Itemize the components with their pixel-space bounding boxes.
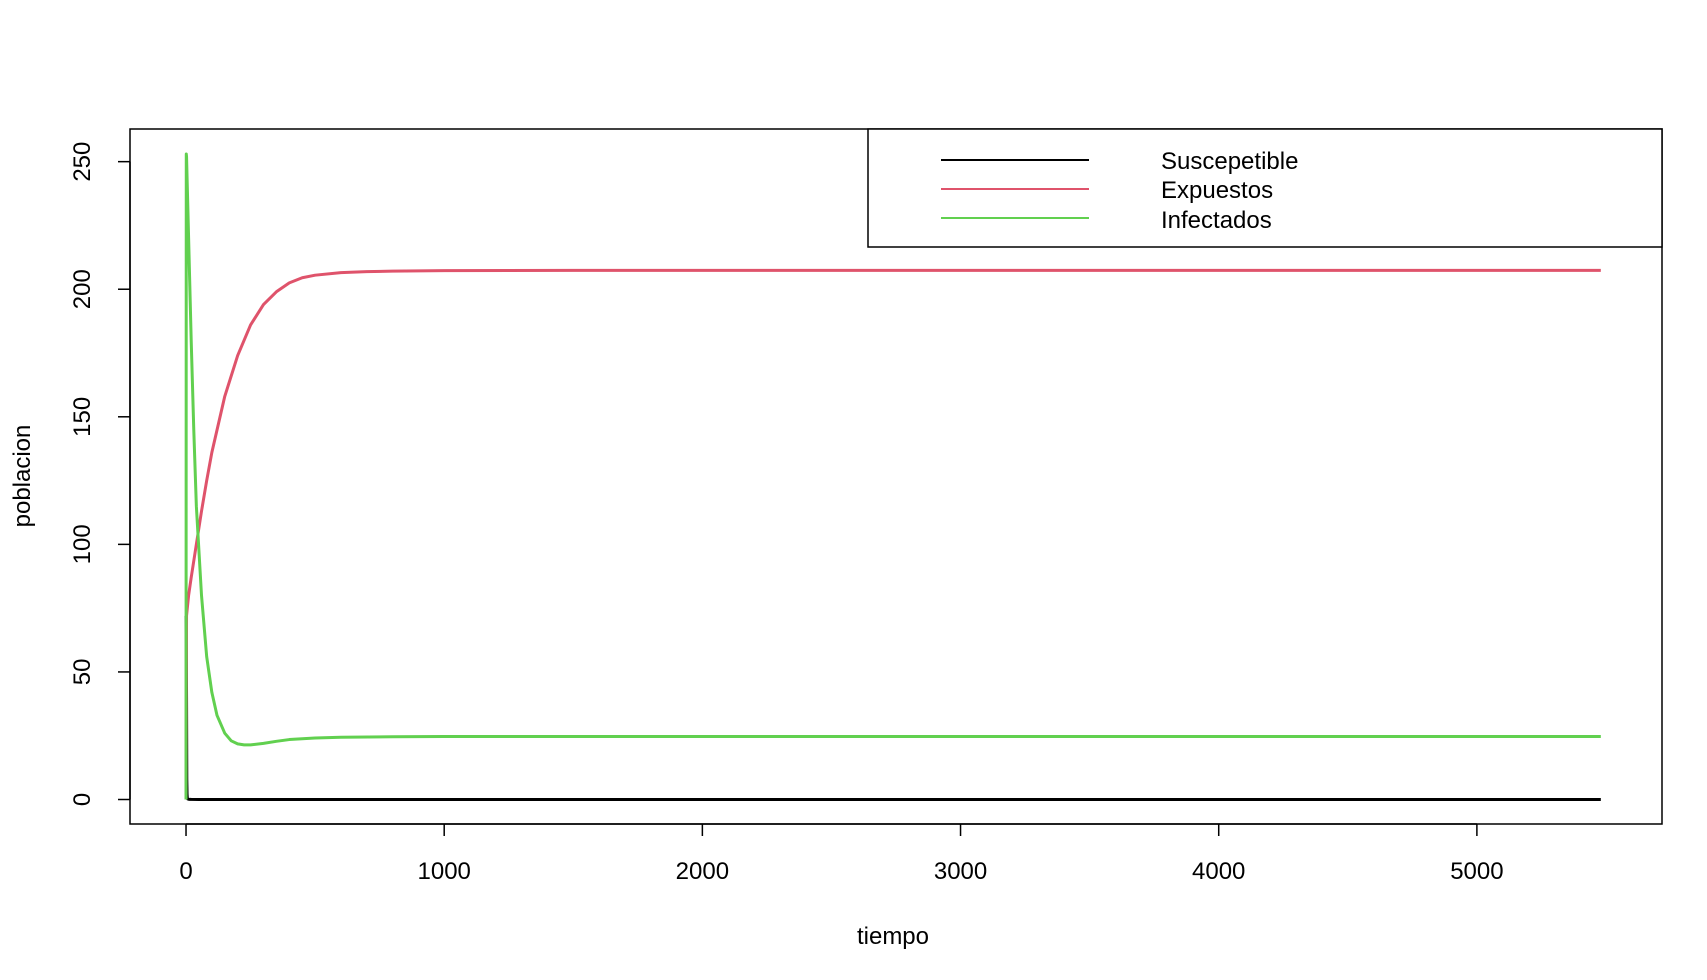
series-line-expuestos [184,268,1601,800]
series-layer [184,152,1601,801]
x-tick-label: 2000 [676,858,729,885]
y-tick-label: 0 [69,793,96,806]
x-tick-label: 1000 [418,858,471,885]
x-axis: 0 1000 2000 3000 4000 5000 [179,823,1504,885]
legend-label-expuestos: Expuestos [1161,177,1273,204]
legend-label-suscepetible: Suscepetible [1161,148,1298,175]
y-axis-title: poblacion [9,425,36,528]
x-axis-title: tiempo [857,923,929,950]
x-tick-label: 5000 [1450,858,1503,885]
y-tick-label: 50 [69,659,96,686]
y-axis: 0 50 100 150 200 250 [69,142,131,806]
series-line-infectados [184,152,1601,800]
y-tick-label: 200 [69,269,96,309]
legend-label-infectados: Infectados [1161,207,1272,234]
x-tick-label: 0 [179,858,192,885]
x-tick-label: 4000 [1192,858,1245,885]
x-tick-label: 3000 [934,858,987,885]
y-tick-label: 150 [69,397,96,437]
y-tick-label: 250 [69,142,96,182]
y-tick-label: 100 [69,524,96,564]
legend: Suscepetible Expuestos Infectados [867,128,1663,248]
